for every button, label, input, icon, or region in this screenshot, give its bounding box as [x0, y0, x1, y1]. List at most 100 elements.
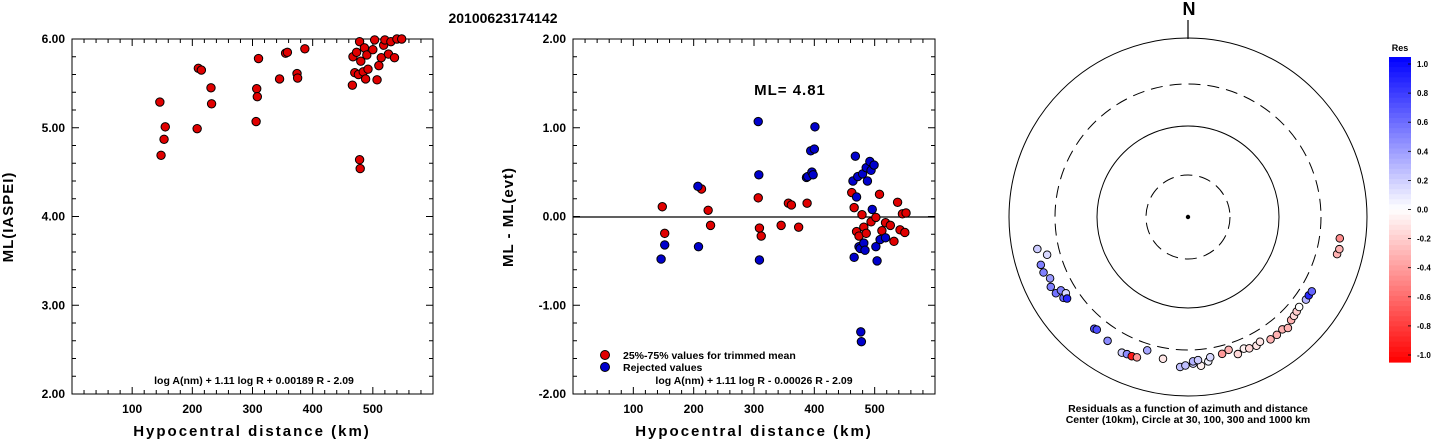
colorbar-segment	[1389, 351, 1411, 358]
data-point	[871, 212, 881, 223]
y-tick-label: 3.00	[42, 298, 66, 312]
colorbar-segment	[1389, 290, 1411, 297]
data-point	[363, 64, 373, 74]
y-tick-label: 6.00	[42, 32, 66, 46]
data-point	[810, 122, 820, 132]
colorbar-segment	[1389, 118, 1411, 124]
colorbar-segment	[1389, 341, 1411, 348]
station-residual	[1272, 330, 1282, 340]
colorbar-segment	[1389, 173, 1411, 180]
data-point	[159, 134, 169, 144]
colorbar-segment	[1389, 112, 1411, 119]
data-point	[693, 241, 704, 252]
ring-outer	[1008, 37, 1368, 397]
data-point	[372, 75, 382, 85]
colorbar-segment	[1389, 331, 1411, 338]
data-point	[192, 123, 202, 134]
data-point	[389, 52, 400, 63]
caption-line2: Center (10km), Circle at 30, 100, 300 an…	[1066, 414, 1311, 426]
station-residual	[1294, 302, 1304, 312]
station-residual	[1181, 361, 1190, 370]
y-tick-label: 5.00	[42, 121, 66, 135]
legend-label-trimmed: 25%-75% values for trimmed mean	[623, 350, 796, 362]
station-residual	[1205, 353, 1215, 362]
station-residual	[1245, 344, 1254, 353]
station-residual	[1092, 325, 1102, 334]
y-tick-label: -1.00	[539, 298, 567, 312]
colorbar-segment	[1389, 163, 1411, 170]
data-point	[874, 189, 885, 200]
data-point	[754, 170, 764, 180]
colorbar-segment	[1389, 240, 1411, 246]
magnitude-vs-distance-chart: 100 200 300 400 500 2.00 3.00 4.00 5.00 6.00 ML(I…	[0, 32, 434, 440]
ring-100km	[1096, 125, 1280, 309]
data-point	[660, 228, 670, 239]
station-residual	[1046, 282, 1056, 292]
colorbar-tick-label: -0.2	[1417, 235, 1431, 244]
data-point	[885, 220, 896, 231]
x-tick-label: 300	[744, 402, 764, 416]
colorbar-segment	[1389, 346, 1411, 353]
data-point	[360, 74, 371, 84]
colorbar-segment	[1389, 82, 1411, 89]
data-point	[656, 254, 666, 264]
colorbar-segment	[1389, 72, 1411, 78]
data-point	[155, 97, 165, 107]
formula-label: log A(nm) + 1.11 log R - 0.00026 R - 2.0…	[655, 375, 852, 387]
y-tick-label: 2.00	[543, 32, 567, 46]
x-axis-label: Hypocentral distance (km)	[635, 423, 873, 440]
data-point	[251, 116, 261, 127]
colorbar-segment	[1389, 102, 1411, 109]
colorbar-segment	[1389, 87, 1411, 94]
colorbar-segment	[1389, 224, 1411, 231]
residual-vs-distance-chart: 100 200 300 400 500 -2.00 -1.00 0.00 1.00 2.00 ML…	[500, 32, 936, 440]
data-point	[860, 245, 870, 255]
station-residual	[1039, 268, 1048, 277]
x-axis-label: Hypocentral distance (km)	[133, 423, 371, 440]
caption-line1: Residuals as a function of azimuth and d…	[1068, 403, 1308, 415]
colorbar-segment	[1389, 62, 1411, 68]
data-point	[206, 99, 217, 109]
station-residual	[1335, 244, 1344, 254]
data-point	[754, 255, 765, 265]
colorbar-segment	[1389, 306, 1411, 312]
legend: 25%-75% values for trimmed mean Rejected…	[600, 350, 796, 374]
data-point	[872, 256, 882, 266]
colorbar-segment	[1389, 77, 1411, 84]
data-point	[351, 47, 362, 58]
y-axis-label: ML - ML(evt)	[500, 167, 517, 267]
legend-label-rejected: Rejected values	[623, 362, 703, 374]
y-tick-label: 2.00	[42, 387, 66, 401]
x-tick-label: 400	[804, 402, 824, 416]
colorbar-segment	[1389, 199, 1411, 206]
data-point	[156, 150, 166, 160]
data-point	[252, 84, 262, 94]
data-point	[857, 210, 867, 220]
station-residual	[1283, 323, 1293, 333]
station-residual	[1132, 353, 1142, 362]
data-point	[871, 241, 881, 252]
colorbar-tick-label: -0.4	[1417, 264, 1431, 273]
colorbar-segment	[1389, 301, 1411, 307]
figure-title: 20100623174142	[448, 10, 557, 26]
data-point	[869, 160, 879, 170]
data-point	[347, 80, 358, 90]
data-point	[900, 227, 910, 238]
colorbar-segment	[1389, 107, 1411, 114]
colorbar-segment	[1389, 204, 1411, 211]
colorbar-segment	[1389, 316, 1411, 322]
data-point	[850, 151, 861, 161]
colorbar-segment	[1389, 321, 1411, 328]
colorbar-segment	[1389, 97, 1411, 104]
colorbar-segment	[1389, 57, 1411, 63]
colorbar-segment	[1389, 250, 1411, 256]
x-tick-label: 500	[865, 402, 885, 416]
data-point	[660, 240, 670, 250]
station-residual	[1217, 349, 1227, 359]
x-tick-label: 400	[303, 402, 323, 416]
data-point	[851, 192, 862, 202]
station-residual	[1233, 349, 1243, 359]
data-point	[274, 74, 285, 84]
data-point	[867, 204, 877, 215]
